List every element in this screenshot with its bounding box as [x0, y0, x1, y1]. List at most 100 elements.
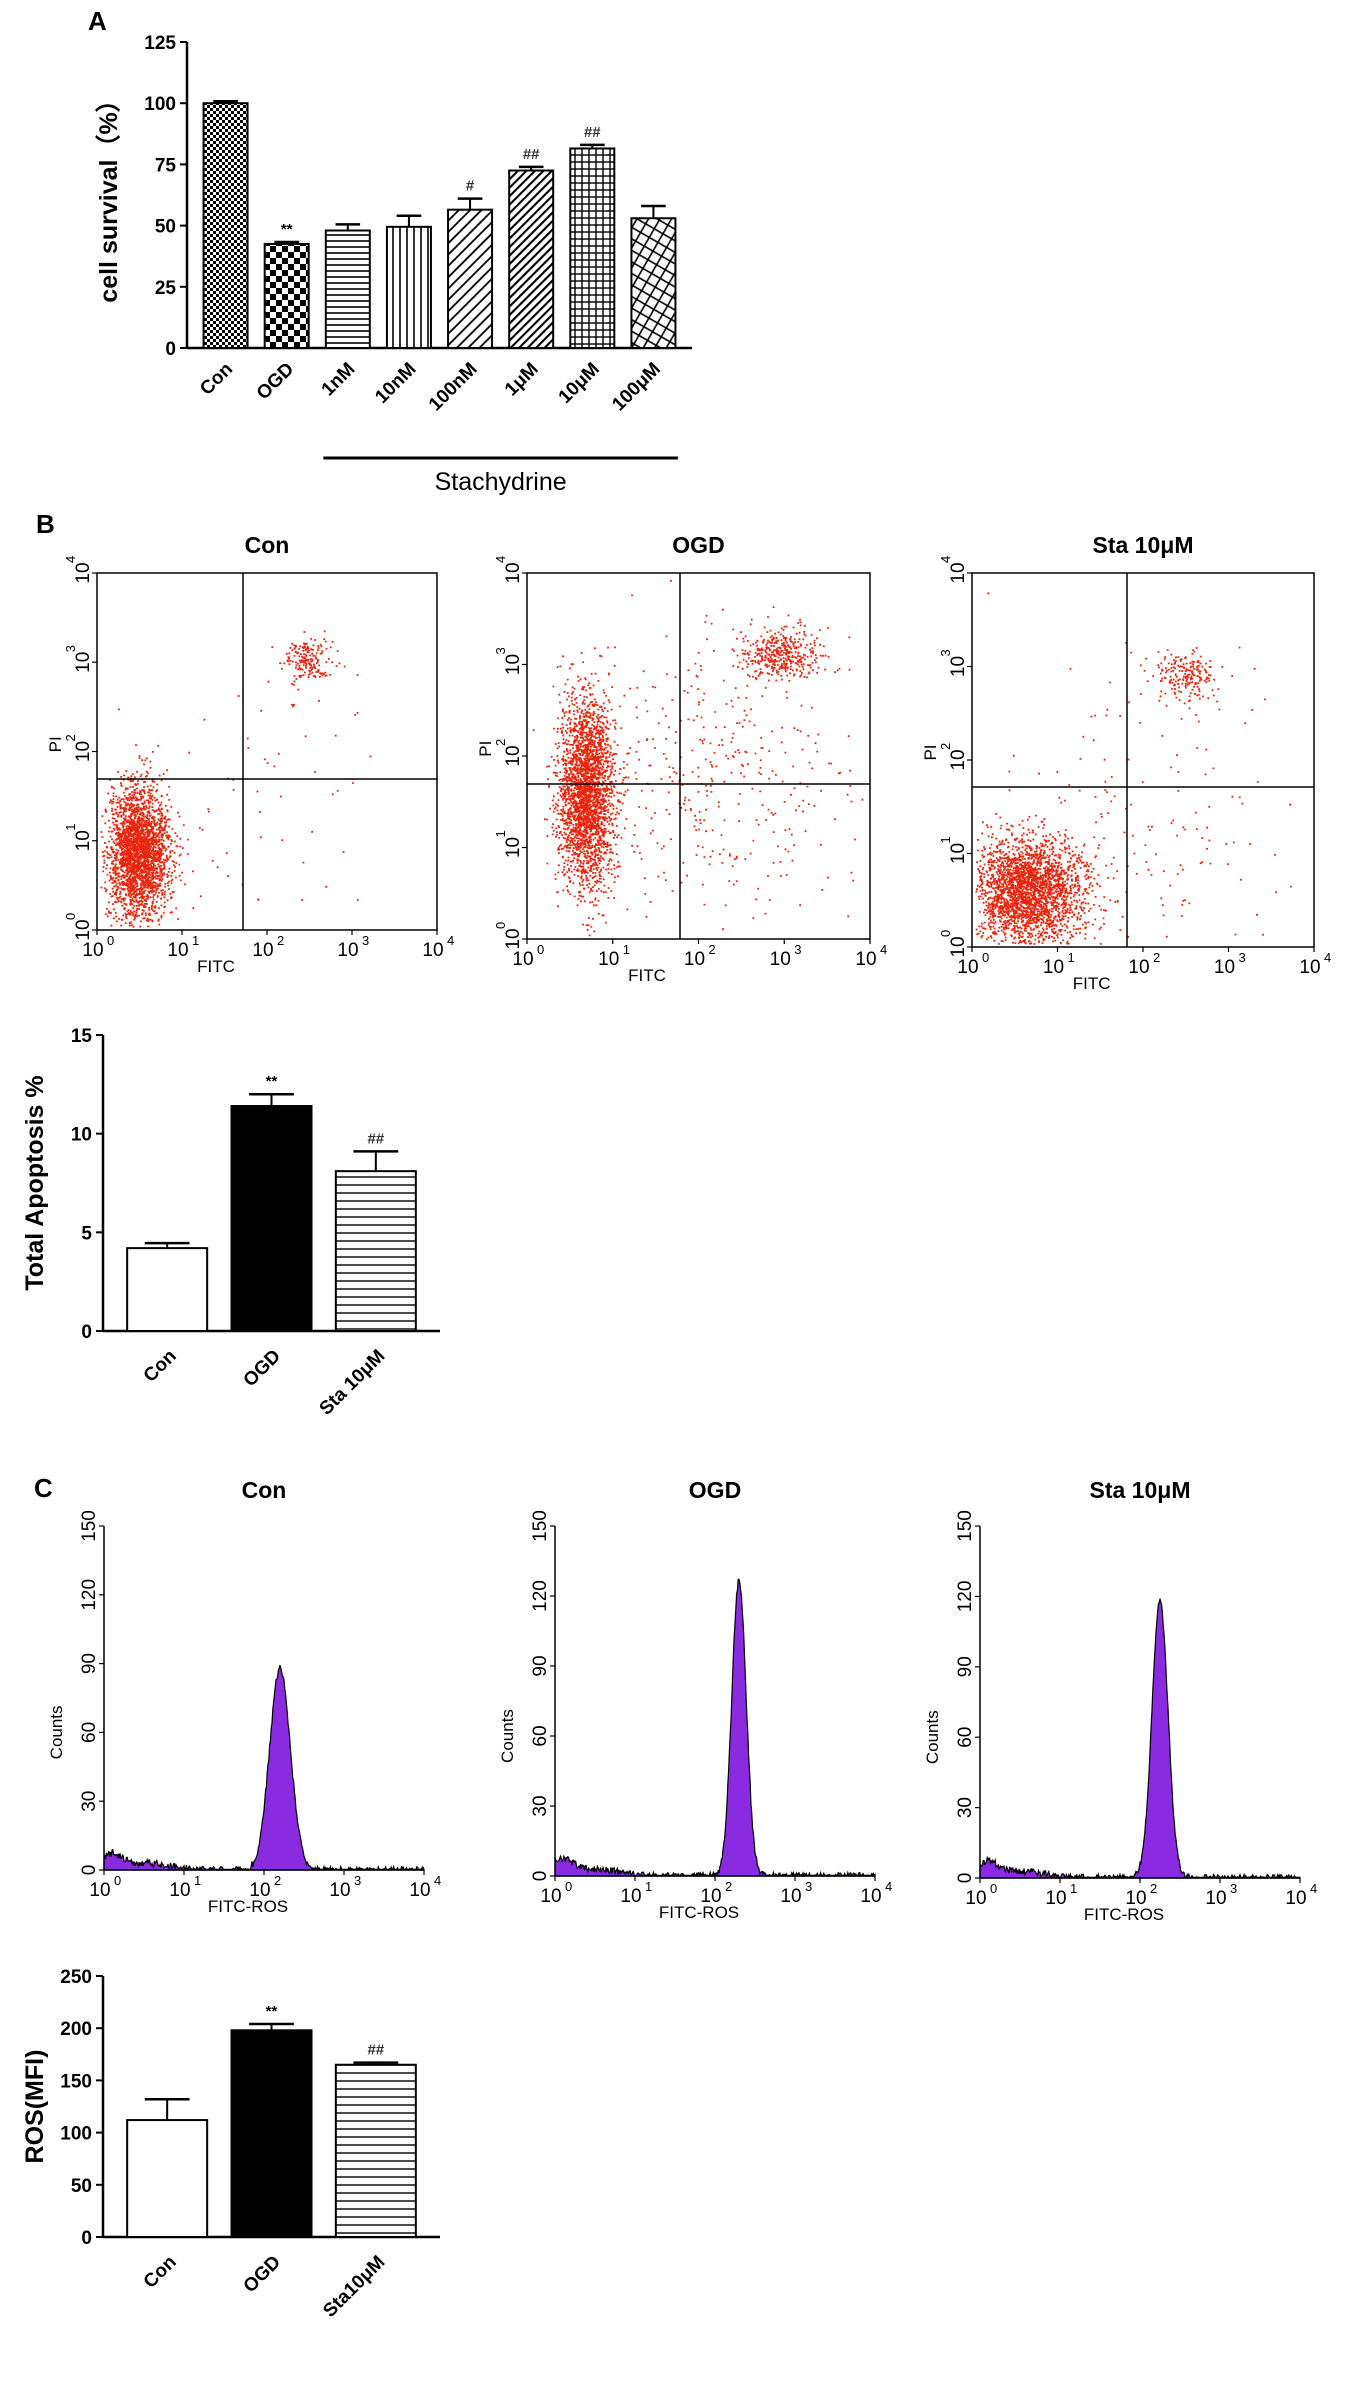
- x-tick-label: 10: [770, 949, 791, 970]
- x-tick-exponent: 0: [107, 933, 114, 948]
- bar-6: [569, 147, 616, 349]
- y-tick-label: 25: [155, 278, 177, 299]
- category-label: 100μM: [608, 359, 665, 416]
- significance-label: ##: [523, 146, 540, 163]
- x-tick-exponent: 0: [982, 950, 989, 965]
- x-tick-exponent: 3: [362, 933, 369, 948]
- y-tick-label: 200: [60, 2019, 92, 2040]
- y-tick-label: 10: [948, 936, 969, 957]
- ros-histogram-1: OGD 0 30 60 90 120 150 10 0 10 1 10 2 10 3 10 4 FITC-ROS C…: [498, 1477, 892, 1922]
- x-tick-label: 10: [249, 1880, 270, 1901]
- y-tick-label: 10: [948, 843, 969, 864]
- x-tick-exponent: 0: [537, 942, 544, 957]
- x-tick-label: 10: [169, 1880, 190, 1901]
- x-tick-label: 10: [957, 957, 978, 978]
- y-tick-exponent: 2: [938, 743, 953, 750]
- y-tick-exponent: 1: [938, 836, 953, 843]
- x-tick-exponent: 1: [1068, 950, 1075, 965]
- significance-label: ##: [367, 1130, 384, 1147]
- x-tick-exponent: 3: [1230, 1881, 1237, 1896]
- x-axis-label: FITC-ROS: [208, 1897, 288, 1916]
- y-tick-label: 150: [60, 2071, 92, 2092]
- x-tick-exponent: 2: [725, 1879, 732, 1894]
- category-label: 10nM: [371, 359, 420, 408]
- y-axis-label: Counts: [47, 1705, 66, 1759]
- y-tick-exponent: 0: [938, 930, 953, 937]
- y-tick-label: 0: [165, 339, 176, 360]
- x-tick-label: 10: [860, 1886, 881, 1907]
- x-tick-label: 10: [598, 949, 619, 970]
- x-tick-exponent: 1: [192, 933, 199, 948]
- x-axis-label: FITC: [197, 957, 235, 976]
- total-apoptosis-bar-chart: 0 5 10 15 Total Apoptosis % Con ** OGD ## Sta 10μ…: [21, 1026, 440, 1420]
- y-tick-exponent: 3: [63, 645, 78, 652]
- x-tick-label: 10: [337, 940, 358, 961]
- scatter-points: [975, 592, 1292, 945]
- x-tick-exponent: 0: [114, 1873, 121, 1888]
- cell-survival-bar-chart: 0 25 50 75 100 125 cell survival（%） Con ** OGD 1nM…: [94, 33, 692, 496]
- y-axis-label: ROS(MFI): [21, 2050, 49, 2164]
- x-tick-exponent: 4: [447, 933, 454, 948]
- y-tick-label: 150: [955, 1510, 976, 1542]
- panel-label-a: A: [88, 6, 107, 36]
- x-tick-exponent: 2: [274, 1873, 281, 1888]
- x-tick-label: 10: [409, 1880, 430, 1901]
- x-tick-exponent: 4: [1324, 950, 1331, 965]
- category-label: 10μM: [555, 359, 604, 408]
- y-tick-label: 30: [530, 1795, 551, 1816]
- group-label: Stachydrine: [435, 468, 567, 496]
- y-tick-label: 125: [144, 33, 176, 54]
- bar-4: [447, 208, 494, 349]
- plot-frame: [971, 572, 1315, 948]
- category-label: 100nM: [425, 359, 482, 416]
- bar-1: [230, 1105, 313, 1333]
- x-tick-label: 10: [855, 949, 876, 970]
- bar-0: [202, 102, 249, 349]
- y-tick-label: 90: [530, 1655, 551, 1676]
- x-tick-label: 10: [82, 940, 103, 961]
- category-label: Con: [140, 1346, 181, 1387]
- y-tick-exponent: 1: [493, 830, 508, 837]
- histogram-area: [979, 1598, 1301, 1880]
- x-tick-label: 10: [1299, 957, 1320, 978]
- y-tick-exponent: 1: [63, 824, 78, 831]
- y-tick-label: 10: [948, 562, 969, 583]
- y-tick-label: 150: [530, 1510, 551, 1542]
- y-axis-label: Counts: [498, 1709, 517, 1763]
- significance-label: **: [266, 1073, 278, 1090]
- x-axis-label: FITC: [628, 966, 666, 985]
- significance-label: #: [466, 178, 475, 195]
- x-tick-exponent: 1: [623, 942, 630, 957]
- y-axis-label: cell survival（%）: [94, 87, 123, 302]
- bar-2: [324, 229, 371, 349]
- plot-title: OGD: [672, 532, 724, 558]
- ros-mfi-bar-chart: 0 50 100 150 200 250 ROS(MFI) Con ** OGD ## Sta10μM: [21, 1967, 440, 2322]
- category-label: OGD: [253, 359, 298, 404]
- x-tick-exponent: 1: [1070, 1881, 1077, 1896]
- y-tick-label: 0: [530, 1871, 551, 1882]
- significance-label: **: [281, 221, 293, 238]
- y-tick-label: 120: [79, 1579, 100, 1611]
- x-tick-exponent: 4: [880, 942, 887, 957]
- y-tick-label: 75: [155, 155, 177, 176]
- x-tick-label: 10: [1043, 957, 1064, 978]
- y-tick-label: 10: [503, 562, 524, 583]
- y-tick-label: 0: [79, 1865, 100, 1876]
- y-tick-label: 90: [79, 1653, 100, 1674]
- y-tick-exponent: 0: [63, 913, 78, 920]
- x-tick-exponent: 4: [885, 1879, 892, 1894]
- x-tick-label: 10: [965, 1888, 986, 1909]
- plot-title: Sta 10μM: [1093, 532, 1194, 558]
- x-tick-exponent: 3: [805, 1879, 812, 1894]
- plot-title: Sta 10μM: [1090, 1477, 1191, 1503]
- x-tick-exponent: 2: [1150, 1881, 1157, 1896]
- significance-label: **: [266, 2003, 278, 2020]
- bar-1: [230, 2029, 313, 2238]
- bar-5: [508, 169, 555, 349]
- y-tick-exponent: 4: [493, 556, 508, 563]
